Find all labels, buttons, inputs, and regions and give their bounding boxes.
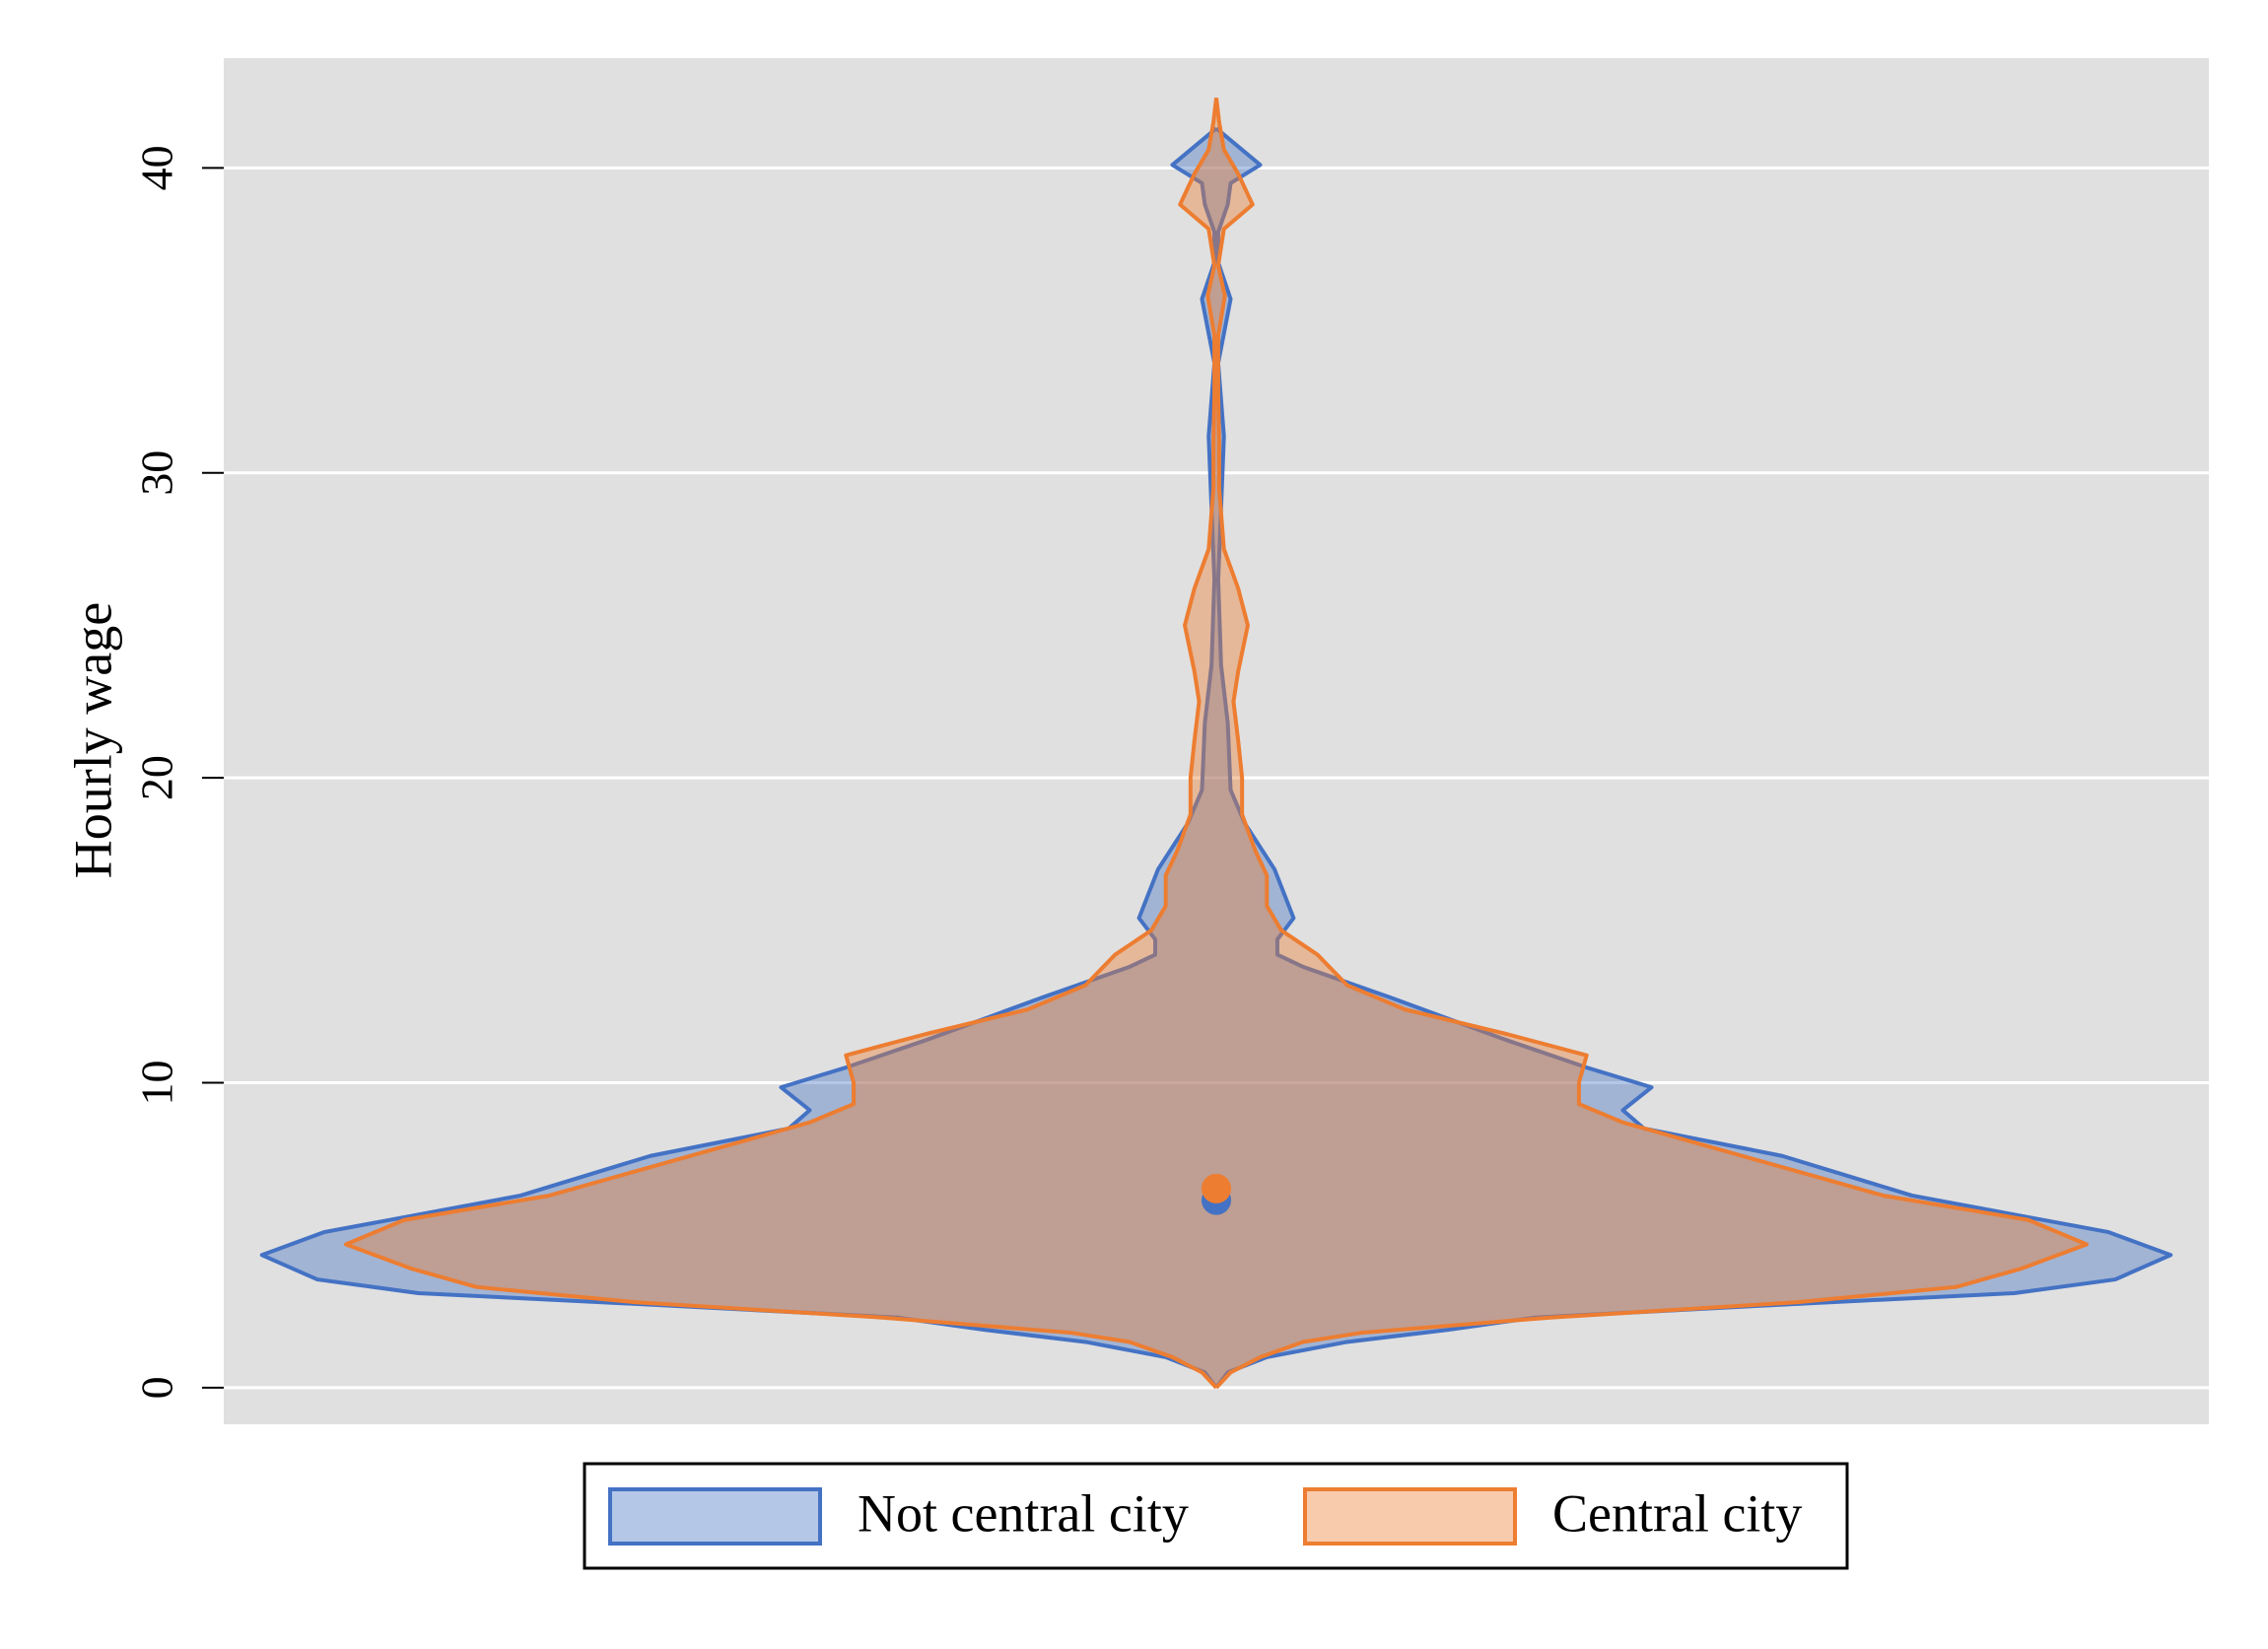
violin-area	[1216, 98, 2088, 1388]
legend-entries: Not central city Central city	[608, 1483, 1802, 1546]
y-tick-label: 20	[132, 755, 182, 800]
legend	[583, 1462, 1849, 1570]
y-tick-label: 10	[132, 1061, 182, 1106]
y-axis-label: Hourly wage	[63, 602, 122, 878]
legend-label: Central city	[1552, 1483, 1802, 1543]
y-tick-label: 0	[132, 1376, 182, 1399]
violin-area	[261, 128, 1216, 1388]
median-dot	[1202, 1173, 1231, 1203]
legend-swatch	[608, 1487, 822, 1546]
y-tick-label: 40	[132, 145, 182, 190]
violin-outline	[343, 97, 1218, 1390]
violin-outline	[1214, 97, 2090, 1390]
legend-swatch	[1303, 1487, 1517, 1546]
legend-label: Not central city	[858, 1483, 1189, 1543]
marks	[259, 97, 2173, 1390]
grid: 0 10 20 30 40	[132, 145, 2209, 1399]
y-tick-label: 30	[132, 450, 182, 496]
violin-area	[345, 98, 1216, 1388]
violin-area	[1216, 128, 2171, 1388]
